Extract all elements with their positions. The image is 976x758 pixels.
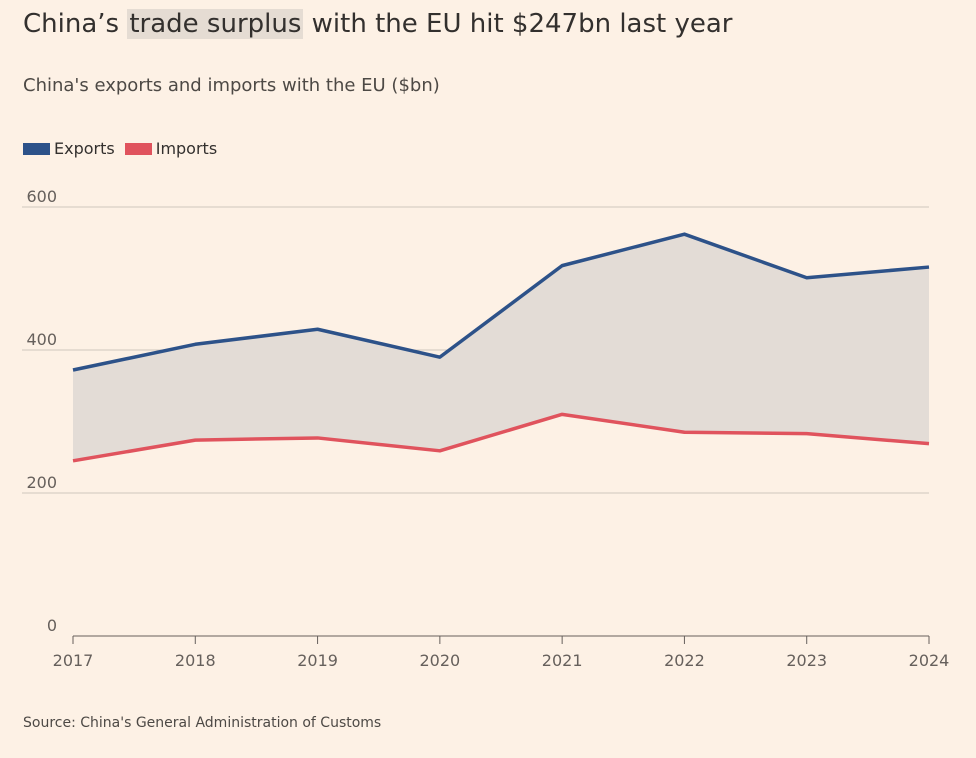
source-note: Source: China's General Administration o…	[23, 715, 382, 731]
legend-label-exports: Exports	[54, 139, 115, 158]
legend-swatch-exports	[23, 143, 50, 155]
y-tick-label-400: 400	[26, 330, 57, 349]
title-highlight: trade surplus	[127, 9, 304, 39]
y-tick-label-200: 200	[26, 473, 57, 492]
x-tick-label-2018: 2018	[175, 651, 216, 670]
legend-label-imports: Imports	[155, 139, 218, 158]
title-suffix: with the EU hit $247bn last year	[303, 9, 733, 39]
y-tick-label-600: 600	[26, 187, 57, 206]
series-line-imports	[72, 412, 930, 463]
chart-subtitle: China's exports and imports with the EU …	[23, 75, 440, 96]
legend-swatch-imports	[124, 143, 152, 155]
series-line-exports	[72, 232, 930, 372]
x-tick-label-2024: 2024	[909, 651, 950, 670]
chart-title: China’s trade surplus with the EU hit $2…	[23, 6, 732, 42]
x-tick-label-2017: 2017	[53, 651, 94, 670]
x-tick-label-2019: 2019	[297, 651, 338, 670]
chart-legend: Exports Imports	[23, 138, 227, 160]
x-tick-label-2020: 2020	[419, 651, 460, 670]
legend-item-imports: Imports	[124, 138, 218, 160]
x-tick-label-2021: 2021	[542, 651, 583, 670]
surplus-area	[73, 234, 929, 461]
y-tick-label-0: 0	[47, 616, 57, 635]
x-tick-label-2023: 2023	[786, 651, 827, 670]
x-tick-label-2022: 2022	[664, 651, 705, 670]
legend-item-exports: Exports	[23, 138, 115, 160]
area-chart: 0 200 400 600 2017 2018 2019 2020 2021 2022 2023 20…	[22, 187, 950, 670]
title-prefix: China’s	[23, 9, 128, 39]
